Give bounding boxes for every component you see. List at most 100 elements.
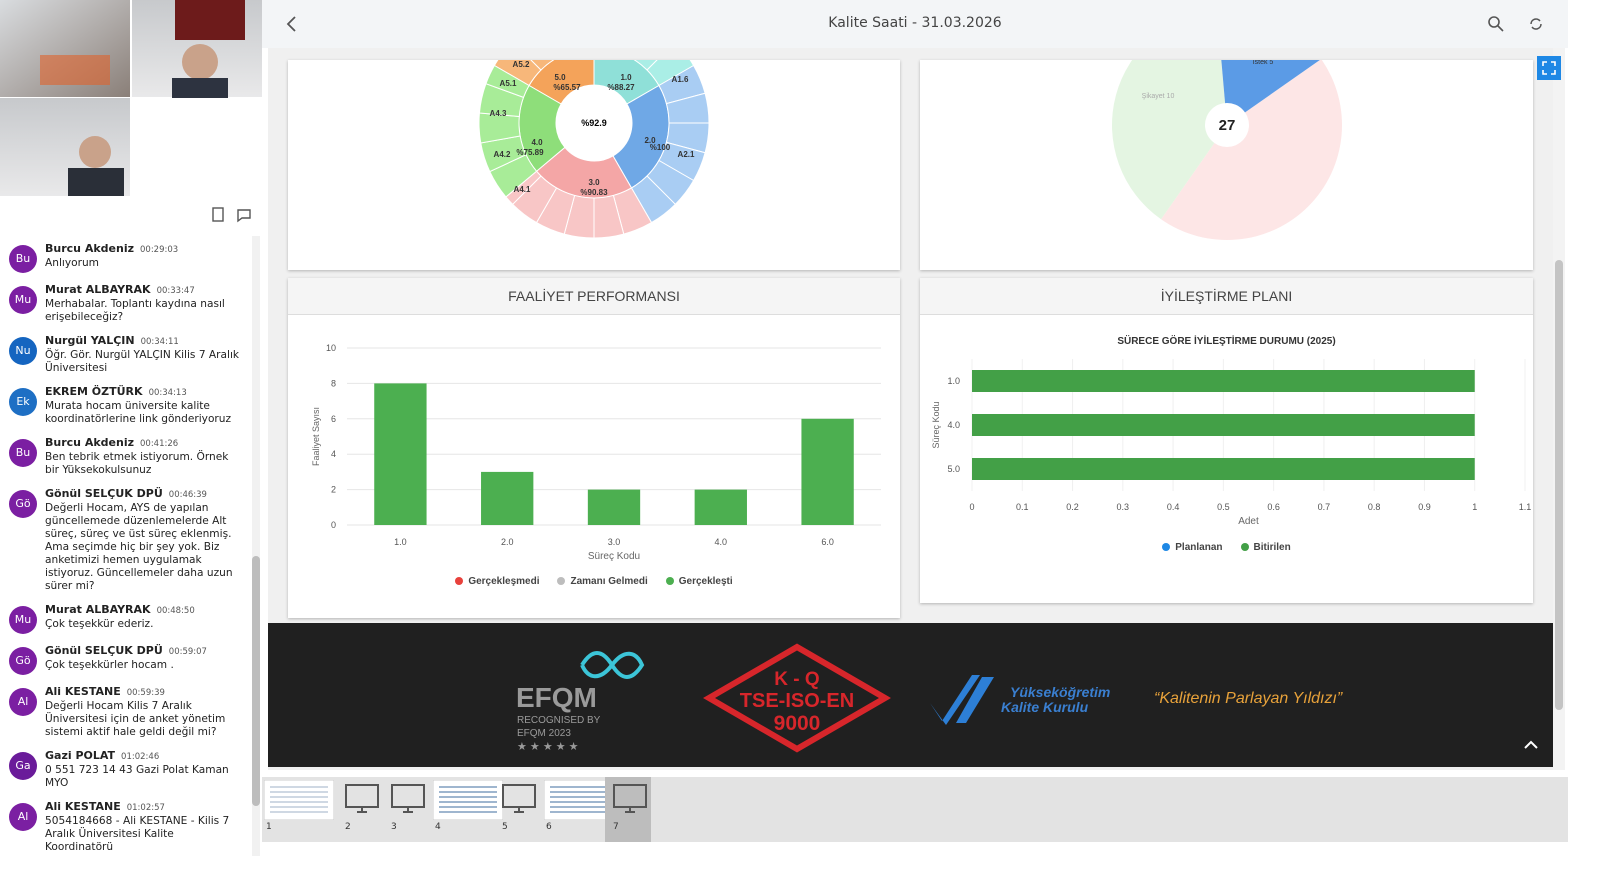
slide-thumbnail[interactable] xyxy=(343,780,381,820)
slide-strip: 1 2 3 4 5 6 7 xyxy=(262,777,1568,842)
pie-hole xyxy=(1205,103,1249,147)
x-tick-label: 0.4 xyxy=(1167,502,1180,512)
legend-item[interactable]: Planlanan xyxy=(1162,542,1223,553)
video-detail xyxy=(40,55,110,85)
copy-icon[interactable] xyxy=(212,207,224,222)
slide-thumbnail[interactable] xyxy=(544,780,614,820)
y-tick-label: 4 xyxy=(331,449,336,459)
scroll-thumb[interactable] xyxy=(252,556,260,806)
video-person xyxy=(68,168,124,196)
message-time: 00:48:50 xyxy=(156,606,195,616)
chat-icon[interactable] xyxy=(237,209,251,223)
main-scrollbar xyxy=(1553,48,1565,770)
panel-icons xyxy=(212,207,251,223)
legend-swatch xyxy=(1162,543,1171,551)
message-text: Değerli Hocam Kilis 7 Aralık Üniversites… xyxy=(45,700,226,738)
message-body: Gazi POLAT 01:02:46 0 551 723 14 43 Gazi P… xyxy=(45,749,244,790)
legend-item[interactable]: Bitirilen xyxy=(1240,542,1291,553)
monitor xyxy=(345,784,379,808)
monitor-stand xyxy=(514,807,524,813)
thumb-line xyxy=(550,791,608,793)
card-title: İYİLEŞTİRME PLANI xyxy=(920,278,1533,315)
message-time: 00:59:39 xyxy=(126,688,165,698)
message-body: EKREM ÖZTÜRK 00:34:13 Murata hocam ünivers… xyxy=(45,385,244,426)
search-button[interactable] xyxy=(1487,15,1505,33)
thumb-number: 3 xyxy=(391,822,397,832)
chat-message: Bu Burcu Akdeniz 00:29:03 Anlıyorum xyxy=(0,238,250,279)
thumb-line xyxy=(550,801,608,803)
chat-message: Ga Gazi POLAT 01:02:46 0 551 723 14 43 Gazi… xyxy=(0,745,250,796)
bar xyxy=(481,471,534,525)
pie-slice xyxy=(1112,60,1227,220)
legend-item[interactable]: Gerçekleşti xyxy=(665,576,733,587)
message-text: Ben tebrik etmek istiyorum. Örnek bir Yü… xyxy=(45,451,229,476)
sunburst-label: A2.1 xyxy=(678,150,695,159)
message-header: Murat ALBAYRAK 00:48:50 xyxy=(45,603,244,618)
pie-slice xyxy=(1161,60,1342,240)
scroll-up[interactable] xyxy=(1524,740,1538,749)
scroll-thumb[interactable] xyxy=(1555,260,1563,710)
meeting-title: Kalite Saati - 31.03.2026 xyxy=(828,15,1002,31)
fullscreen-button[interactable] xyxy=(1537,56,1561,80)
sunburst-center: %92.9 xyxy=(581,118,607,128)
legend-item[interactable]: Zamanı Gelmedi xyxy=(557,576,648,587)
avatar: Ek xyxy=(9,388,37,416)
x-axis-label: Adet xyxy=(1238,516,1259,527)
x-tick-label: 0.8 xyxy=(1368,502,1381,512)
y-tick-label: 2 xyxy=(331,485,336,495)
y-tick-label: 8 xyxy=(331,378,336,388)
x-tick-label: 1.1 xyxy=(1519,502,1532,512)
thumb-line xyxy=(439,796,497,798)
legend-item[interactable]: Gerçekleşmedi xyxy=(455,576,539,587)
chart: SÜRECE GÖRE İYİLEŞTİRME DURUMU (2025) 0 0.… xyxy=(931,334,1532,527)
efqm-text: EFQM xyxy=(516,682,597,713)
sender-name: Burcu Akdeniz xyxy=(45,242,134,255)
sender-name: Ali KESTANE xyxy=(45,800,121,813)
pie-card: 27 İstek 5 Şikayet 10 xyxy=(920,60,1533,270)
bar xyxy=(587,489,641,525)
message-text: Anlıyorum xyxy=(45,257,99,269)
monitor-stand xyxy=(625,807,635,813)
thumb-line xyxy=(550,786,608,788)
refresh-button[interactable] xyxy=(1527,15,1545,33)
message-body: Gönül SELÇUK DPÜ 00:59:07 Çok teşekkürler … xyxy=(45,644,244,675)
slide-thumbnail[interactable] xyxy=(433,780,503,820)
avatar: Ga xyxy=(9,752,37,780)
sunburst-label: 3.0 xyxy=(588,178,600,187)
message-text: Çok teşekkür ederiz. xyxy=(45,618,154,630)
legend-swatch xyxy=(1240,543,1249,551)
motto: “Kalitenin Parlayan Yıldızı” xyxy=(1154,690,1343,707)
message-text: Öğr. Gör. Nurgül YALÇIN Kilis 7 Aralık Ü… xyxy=(45,349,240,374)
sender-name: Gönül SELÇUK DPÜ xyxy=(45,644,163,657)
sender-name: Gönül SELÇUK DPÜ xyxy=(45,487,163,500)
x-tick-label: 0 xyxy=(969,502,974,512)
back-button[interactable] xyxy=(282,14,302,34)
banner-graphics: EFQM RECOGNISED BY EFQM 2023 ★ ★ ★ ★ ★ K… xyxy=(516,643,1538,753)
message-time: 00:46:39 xyxy=(168,490,207,500)
slide-thumbnail[interactable] xyxy=(389,780,427,820)
chat-message: Gö Gönül SELÇUK DPÜ 00:46:39 Değerli Hocam,… xyxy=(0,483,250,599)
thumb-line xyxy=(550,811,608,813)
avatar: Al xyxy=(9,688,37,716)
slide-thumbnail[interactable] xyxy=(611,780,649,820)
thumb-line xyxy=(270,811,328,813)
thumb-line xyxy=(439,806,497,808)
thumb-number: 4 xyxy=(435,822,441,832)
slide-thumbnail[interactable] xyxy=(500,780,538,820)
thumb-line xyxy=(270,801,328,803)
message-time: 00:34:13 xyxy=(148,388,187,398)
message-header: Murat ALBAYRAK 00:33:47 xyxy=(45,283,244,298)
thumb-line xyxy=(550,796,608,798)
thumb-line xyxy=(439,811,497,813)
sunburst-label: A5.1 xyxy=(500,79,517,88)
avatar: Nu xyxy=(9,337,37,365)
sunburst-label: 2.0 xyxy=(644,136,656,145)
thumb-line xyxy=(270,806,328,808)
thumb-number: 7 xyxy=(613,822,619,832)
slide-thumbnail[interactable] xyxy=(264,780,334,820)
sunburst: %92.9 A5.2 A5.1 5.0%65.57 1.0%88.27 A1.6 A4.3 A… xyxy=(478,60,710,239)
avatar: Al xyxy=(9,803,37,831)
message-header: Ali KESTANE 01:02:57 xyxy=(45,800,244,815)
sender-name: Murat ALBAYRAK xyxy=(45,283,151,296)
